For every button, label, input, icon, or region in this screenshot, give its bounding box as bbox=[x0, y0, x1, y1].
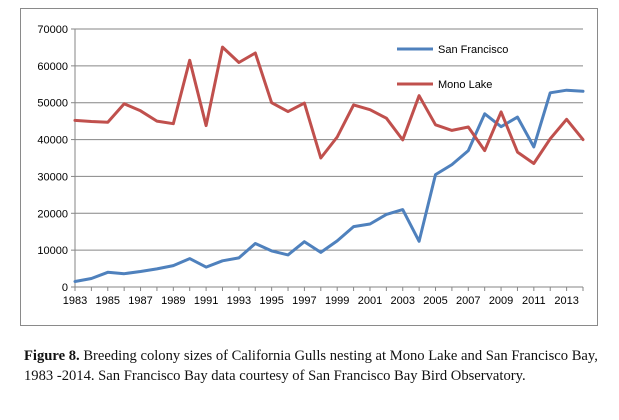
x-tick-label: 2007 bbox=[456, 295, 480, 307]
legend: San Francisco Mono Lake bbox=[397, 44, 508, 91]
y-tick-label: 70000 bbox=[37, 24, 68, 36]
y-tick-label: 50000 bbox=[37, 98, 68, 110]
x-tick-label: 1991 bbox=[194, 295, 218, 307]
caption-text: Breeding colony sizes of California Gull… bbox=[24, 348, 598, 384]
x-tick-label: 2001 bbox=[358, 295, 382, 307]
legend-label-mono-lake: Mono Lake bbox=[438, 79, 492, 91]
chart-frame: 0 10000 20000 30000 40000 50000 60000 70000 198… bbox=[20, 8, 598, 326]
gridlines bbox=[75, 28, 583, 251]
san-francisco-series-line bbox=[73, 88, 585, 283]
mono-lake-series-line bbox=[73, 45, 585, 165]
y-tick-label: 30000 bbox=[37, 171, 68, 183]
y-tick-label: 10000 bbox=[37, 245, 68, 257]
x-tick-label: 1997 bbox=[292, 295, 316, 307]
series-lines bbox=[73, 45, 585, 283]
y-tick-label: 0 bbox=[62, 282, 68, 294]
y-tick-labels: 0 10000 20000 30000 40000 50000 60000 70000 bbox=[37, 24, 68, 294]
x-tick-label: 1987 bbox=[128, 295, 152, 307]
x-tick-labels: 1983 1985 1987 1989 1991 1993 1995 1997 1999 2001… bbox=[63, 295, 579, 307]
x-tick-label: 1995 bbox=[259, 295, 283, 307]
x-tick-label: 2003 bbox=[390, 295, 414, 307]
x-tick-label: 1985 bbox=[96, 295, 120, 307]
chart-border bbox=[20, 8, 598, 326]
x-tick-label: 1993 bbox=[227, 295, 251, 307]
line-chart: 0 10000 20000 30000 40000 50000 60000 70000 198… bbox=[20, 8, 598, 326]
x-tick-label: 2011 bbox=[522, 295, 546, 307]
x-tick-label: 1999 bbox=[325, 295, 349, 307]
axes bbox=[71, 28, 584, 291]
figure-caption: Figure 8. Breeding colony sizes of Calif… bbox=[24, 346, 604, 386]
x-tick-label: 2009 bbox=[489, 295, 513, 307]
caption-label: Figure 8. bbox=[24, 348, 80, 364]
x-tick-label: 1983 bbox=[63, 295, 87, 307]
legend-label-san-francisco: San Francisco bbox=[438, 44, 508, 56]
x-tick-label: 1989 bbox=[161, 295, 185, 307]
x-tick-label: 2005 bbox=[423, 295, 447, 307]
x-tick-label: 2013 bbox=[554, 295, 578, 307]
y-tick-label: 60000 bbox=[37, 61, 68, 73]
y-tick-label: 40000 bbox=[37, 135, 68, 147]
y-tick-label: 20000 bbox=[37, 208, 68, 220]
